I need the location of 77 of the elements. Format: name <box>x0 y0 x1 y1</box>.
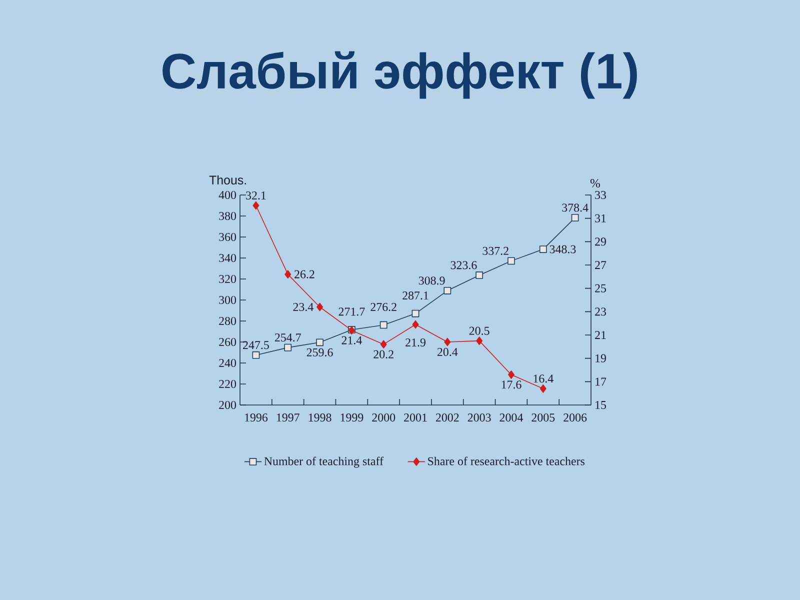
y-tick-label: 220 <box>219 380 236 388</box>
y-tick-label: 300 <box>219 296 236 304</box>
point <box>476 336 483 346</box>
point <box>284 270 292 279</box>
y2-tick-label: 29 <box>595 238 606 246</box>
y-axis-title: Thous. <box>209 175 246 184</box>
data-label: 26.2 <box>294 270 314 278</box>
data-label: 348.3 <box>550 245 576 254</box>
x-tick-label: 1998 <box>308 414 332 422</box>
data-label: 21.9 <box>406 338 426 347</box>
y2-tick-label: 19 <box>596 354 606 362</box>
point <box>380 321 388 329</box>
y2-tick-label: 25 <box>595 284 606 292</box>
point <box>571 214 579 222</box>
data-label: 23.4 <box>293 302 314 312</box>
data-label: 17.6 <box>502 380 522 389</box>
x-tick-label: 1999 <box>340 414 364 422</box>
y2-tick-label: 27 <box>595 261 606 269</box>
x-tick-label: 2006 <box>564 414 587 422</box>
x-tick-label: 1996 <box>245 414 268 422</box>
data-label: 20.4 <box>437 348 458 356</box>
data-label: 378.4 <box>562 204 588 212</box>
data-label: 20.2 <box>374 350 394 358</box>
y2-tick-label: 33 <box>595 190 606 200</box>
data-label: 337.2 <box>482 246 508 255</box>
point <box>539 246 547 253</box>
point <box>444 338 451 346</box>
chart-title: Слабый эффект (1) <box>162 51 637 99</box>
point <box>508 370 514 379</box>
point <box>284 344 292 352</box>
x-tick-label: 2001 <box>404 414 427 422</box>
point <box>412 320 419 329</box>
data-label: 16.4 <box>534 374 554 383</box>
data-label: 20.5 <box>469 326 490 335</box>
data-label: 247.5 <box>243 341 269 350</box>
data-label: 21.4 <box>342 336 362 344</box>
y2-tick-label: 31 <box>595 214 606 222</box>
data-label: 287.1 <box>402 291 428 300</box>
point <box>508 257 515 265</box>
data-label: 254.7 <box>274 334 301 342</box>
point <box>252 201 260 210</box>
y2-tick-label: 21 <box>595 331 606 339</box>
x-tick-label: 2005 <box>532 414 555 422</box>
y2-tick-label: 17 <box>596 378 606 386</box>
point <box>380 340 387 349</box>
data-label: 308.9 <box>418 276 445 285</box>
y-tick-label: 200 <box>219 400 236 410</box>
y-tick-label: 240 <box>219 358 236 368</box>
point <box>476 272 484 279</box>
legend-label: Share of research-active teachers <box>428 456 585 466</box>
x-tick-label: 1997 <box>276 414 300 422</box>
y2-tick-label: 23 <box>595 308 606 316</box>
data-label: 259.6 <box>306 348 333 356</box>
y-tick-label: 320 <box>219 274 236 284</box>
x-tick-label: 2003 <box>468 414 491 422</box>
point <box>412 310 420 318</box>
y-tick-label: 340 <box>219 254 236 262</box>
y-tick-label: 380 <box>219 212 236 220</box>
x-tick-label: 2002 <box>436 414 459 422</box>
y2-axis-title: % <box>590 179 600 188</box>
x-tick-label: 2004 <box>500 414 524 422</box>
y-tick-label: 260 <box>219 338 236 346</box>
point <box>444 286 452 294</box>
point <box>252 351 260 359</box>
data-label: 271.7 <box>338 308 365 316</box>
y-tick-label: 280 <box>219 316 236 326</box>
data-label: 323.6 <box>450 261 477 270</box>
y-tick-label: 400 <box>218 190 236 200</box>
point <box>316 302 324 312</box>
point <box>540 384 546 393</box>
data-label: 32.1 <box>246 191 266 200</box>
legend-label: Number of teaching staff <box>264 456 384 468</box>
y-tick-label: 360 <box>219 232 236 242</box>
point <box>316 338 324 346</box>
y2-tick-label: 15 <box>596 400 606 409</box>
x-tick-label: 2000 <box>372 414 396 422</box>
data-label: 276.2 <box>370 302 396 312</box>
